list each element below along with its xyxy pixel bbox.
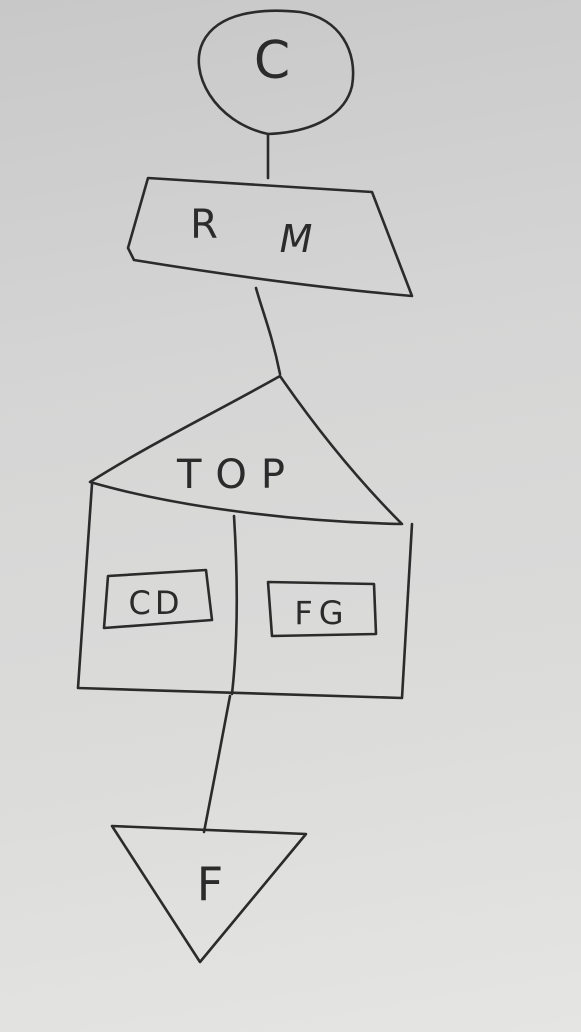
connector-top-to-end [202, 694, 232, 834]
top-node-label: TOP [176, 452, 299, 498]
top-block-divider [230, 514, 239, 696]
start-node-label: C [254, 31, 290, 91]
start-node: C [197, 9, 355, 136]
connector-manual-to-top [254, 286, 282, 376]
left-process-box-shape [102, 568, 214, 630]
top-node: TOP [76, 374, 414, 700]
start-circle-shape [197, 9, 355, 136]
end-node: F [110, 824, 308, 964]
right-process-box: FG [266, 580, 378, 638]
manual-input-node: R M [126, 176, 414, 298]
manual-input-label-right: M [280, 217, 313, 261]
manual-input-label-left: R [190, 202, 218, 248]
left-process-box: CD [102, 568, 214, 630]
manual-input-shape [126, 176, 414, 298]
left-process-box-label: CD [129, 584, 184, 622]
end-triangle-shape [110, 824, 308, 964]
right-process-box-shape [266, 580, 378, 638]
top-dome-shape [88, 374, 404, 526]
right-process-box-label: FG [294, 594, 349, 632]
end-node-label: F [197, 857, 223, 911]
top-block-outline [76, 482, 414, 700]
